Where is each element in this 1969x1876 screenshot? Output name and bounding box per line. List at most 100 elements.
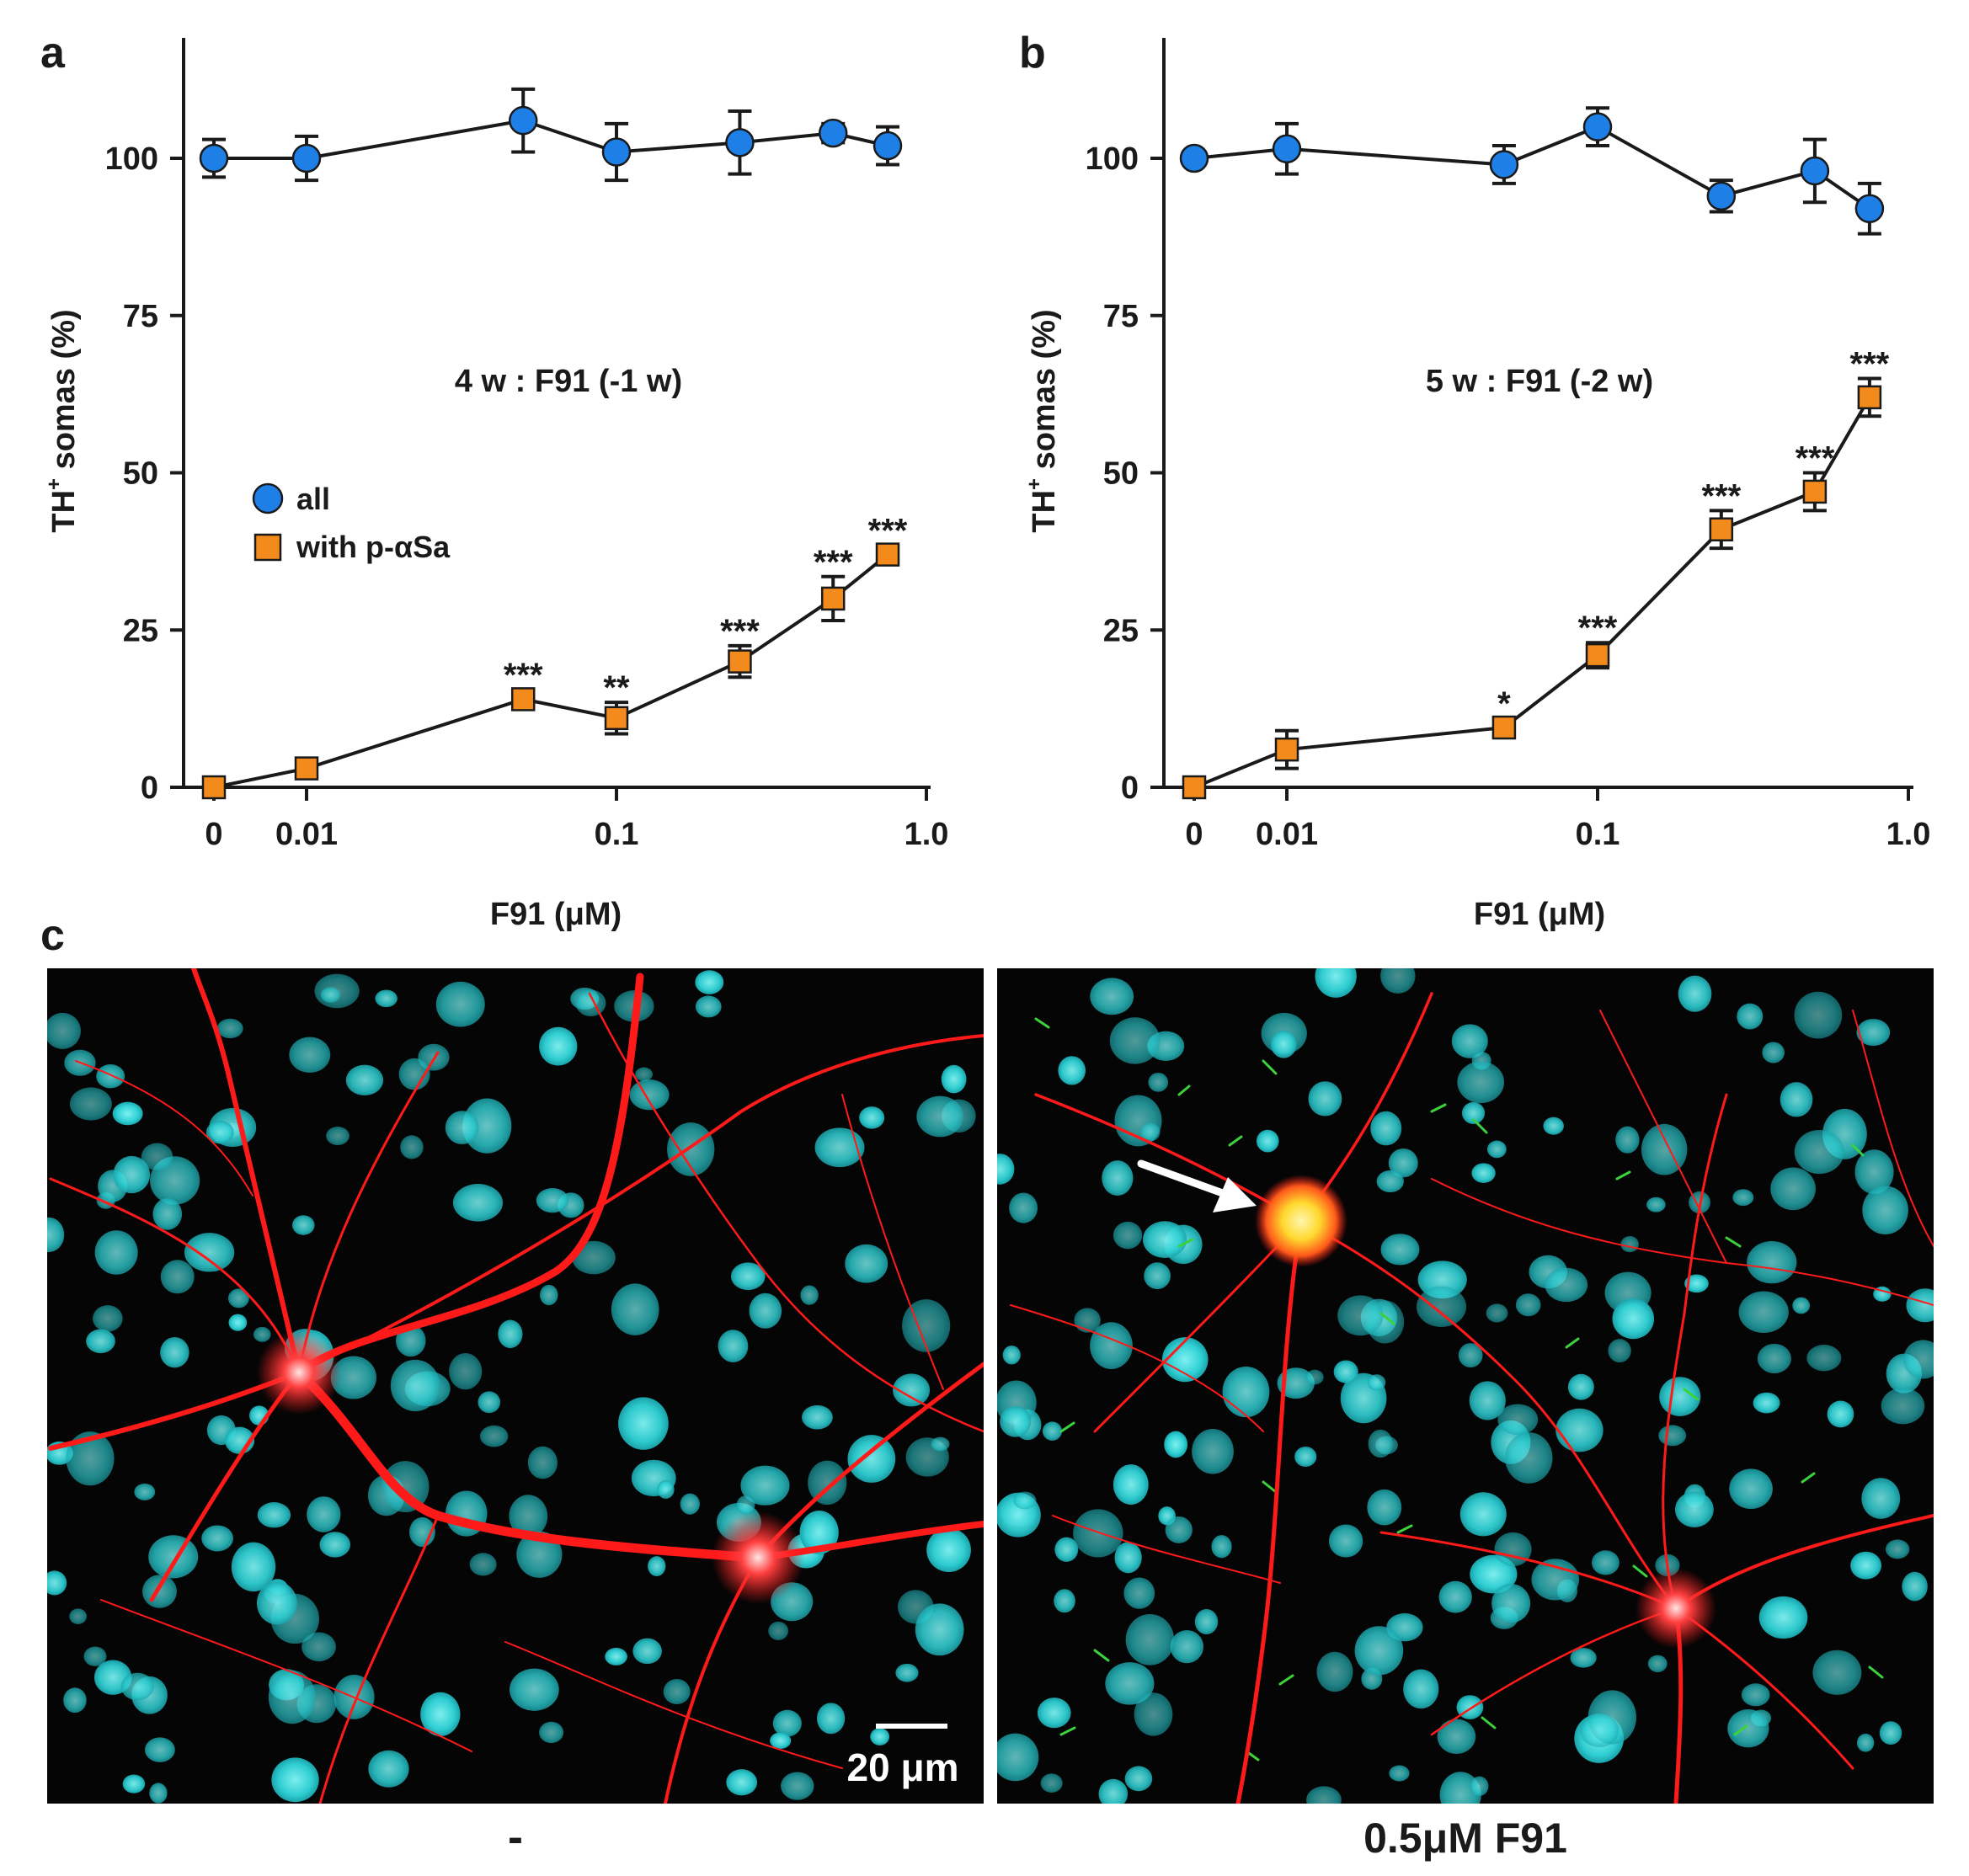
nuclei-left-nucleus-20 — [253, 1326, 271, 1342]
nuclei-right-nucleus-49 — [1780, 1082, 1813, 1117]
nuclei-right-nucleus-39 — [1306, 1786, 1342, 1804]
nuclei-right-nucleus-135 — [1416, 1286, 1467, 1328]
chart-a-point-0-5 — [818, 118, 848, 148]
nuclei-right-nucleus-24 — [1315, 968, 1357, 998]
chart-a-ylabel-main: TH — [46, 490, 82, 533]
chart-b-ylabel: TH+ somas (%) — [1023, 309, 1062, 532]
nuclei-right-nucleus-45 — [1054, 1589, 1075, 1613]
nuclei-right-nucleus-102 — [1902, 1571, 1928, 1602]
nuclei-right-nucleus-103 — [1497, 1404, 1539, 1436]
nuclei-right-nucleus-151 — [1494, 1532, 1532, 1567]
nuclei-left-nucleus-96 — [268, 1670, 316, 1724]
arrow-icon — [1137, 1159, 1257, 1212]
nuclei-left-nucleus-145 — [902, 1299, 951, 1352]
nuclei-left-nucleus-80 — [859, 1106, 885, 1129]
nuclei-right-nucleus-98 — [1505, 1432, 1553, 1484]
chart-a-ytick-label-4: 100 — [105, 141, 158, 177]
chart-b-xtick-label-3: 1.0 — [1886, 817, 1931, 852]
nuclei-left-nucleus-106 — [772, 1709, 802, 1737]
nuclei-left-nucleus-33 — [718, 1330, 749, 1362]
nuclei-right-nucleus-17 — [1102, 1160, 1134, 1196]
nuclei-left-nucleus-44 — [781, 1772, 814, 1800]
nuclei-right-nucleus-0 — [1758, 1596, 1808, 1639]
chart-a-ylabel-rest: somas (%) — [46, 309, 82, 478]
nuclei-right-nucleus-59 — [1090, 978, 1134, 1015]
nuclei-left-nucleus-46 — [816, 1703, 846, 1735]
nuclei-right-nucleus-94 — [1906, 1288, 1934, 1323]
nuclei-right-nucleus-73 — [1109, 1017, 1161, 1064]
nuclei-right-nucleus-162 — [1903, 1340, 1934, 1379]
nuclei-right-nucleus-16 — [1729, 1468, 1773, 1510]
chart-a-point-0-1 — [291, 143, 322, 173]
nuclei-left-nucleus-45 — [201, 1525, 233, 1552]
legend-label-with-p: with p-αSa — [296, 530, 451, 564]
nuclei-right-nucleus-156 — [1013, 1491, 1037, 1510]
nuclei-left-nucleus-120 — [96, 1063, 125, 1089]
nuclei-right-nucleus-137 — [1555, 1408, 1603, 1452]
nuclei-left-nucleus-148 — [83, 1646, 107, 1666]
nuclei-left-nucleus-66 — [539, 1026, 578, 1066]
chart-a-point-1-4 — [728, 649, 752, 674]
nuclei-right-nucleus-79 — [997, 1154, 1015, 1185]
nuclei-left-nucleus-103 — [141, 1143, 173, 1171]
nuclei-left-nucleus-41 — [452, 1184, 504, 1222]
soma-left-2 — [712, 1511, 804, 1604]
chart-a-sig-1-6: *** — [868, 512, 908, 549]
chart-b-point-1-0 — [1182, 775, 1207, 800]
nuclei-right-nucleus-19 — [1009, 1192, 1038, 1223]
nuclei-left-nucleus-113 — [47, 1570, 67, 1596]
nuclei-left-nucleus-137 — [770, 1732, 792, 1750]
nuclei-left-nucleus-71 — [749, 1292, 782, 1329]
nuclei-left-nucleus-133 — [257, 1502, 291, 1528]
chart-a-point-0-2 — [508, 105, 538, 136]
nuclei-left-nucleus-76 — [695, 970, 724, 994]
micrograph-left-caption: - — [508, 1812, 523, 1863]
nuclei-right-nucleus-109 — [1741, 1683, 1770, 1707]
nuclei-left-nucleus-131 — [680, 1493, 700, 1515]
nuclei-left-nucleus-29 — [611, 1283, 659, 1335]
nuclei-left-nucleus-98 — [307, 1496, 341, 1532]
nuclei-left-nucleus-147 — [663, 1678, 691, 1705]
nuclei-left-nucleus-13 — [667, 1122, 715, 1176]
chart-b-point-1-6 — [1857, 385, 1882, 410]
chart-b-ytick-label-0: 0 — [1121, 770, 1139, 806]
nuclei-right-nucleus-115 — [1861, 1478, 1901, 1519]
nuclei-right-nucleus-122 — [1531, 1559, 1580, 1601]
chart-a-point-0-4 — [725, 128, 755, 157]
chart-b-ytick-label-1: 25 — [1103, 613, 1139, 648]
nuclei-right-nucleus-40 — [1367, 1489, 1402, 1526]
nuclei-right-nucleus-22 — [1658, 1425, 1687, 1447]
nuclei-right-nucleus-157 — [1461, 1101, 1486, 1124]
nuclei-left-nucleus-68 — [449, 1353, 483, 1390]
nuclei-left-nucleus-35 — [134, 1483, 156, 1500]
nuclei-left-nucleus-63 — [915, 1603, 964, 1656]
nuclei-right-nucleus-131 — [1123, 1577, 1155, 1609]
nuclei-left-nucleus-111 — [799, 1511, 839, 1554]
nuclei-left-nucleus-55 — [800, 1285, 819, 1305]
chart-b-point-0-2 — [1489, 150, 1519, 179]
nuclei-right-nucleus-72 — [1885, 1539, 1910, 1559]
nuclei-right-nucleus-133 — [1256, 1129, 1279, 1153]
nuclei-left-nucleus-140 — [498, 1319, 523, 1349]
nuclei-left-nucleus-88 — [941, 1064, 967, 1094]
chart-b-xtick-label-2: 0.1 — [1576, 817, 1620, 852]
legend: all with p-αSa — [252, 482, 451, 564]
nuclei-right-nucleus-88 — [1471, 1163, 1496, 1183]
nuclei-left-nucleus-2 — [144, 1737, 175, 1762]
nuclei-left-nucleus-105 — [536, 1187, 569, 1213]
nuclei-left-nucleus-60 — [435, 981, 485, 1027]
nuclei-right-nucleus-81 — [1806, 1345, 1842, 1372]
nuclei-left-nucleus-18 — [149, 1783, 168, 1804]
nuclei-left-nucleus-32 — [893, 1373, 931, 1407]
nuclei-right-nucleus-111 — [1370, 1111, 1402, 1146]
nuclei-right-nucleus-20 — [1170, 1629, 1204, 1664]
nuclei-left-nucleus-78 — [390, 1359, 440, 1412]
nuclei-right-nucleus-60 — [1486, 1303, 1508, 1323]
chart-b-ytick-label-3: 75 — [1103, 299, 1139, 334]
nuclei-right-nucleus-25 — [1881, 1387, 1925, 1425]
nuclei-right-nucleus-95 — [1737, 1003, 1764, 1030]
nuclei-right-nucleus-84 — [1732, 1189, 1754, 1207]
nuclei-left-nucleus-53 — [479, 1425, 509, 1447]
